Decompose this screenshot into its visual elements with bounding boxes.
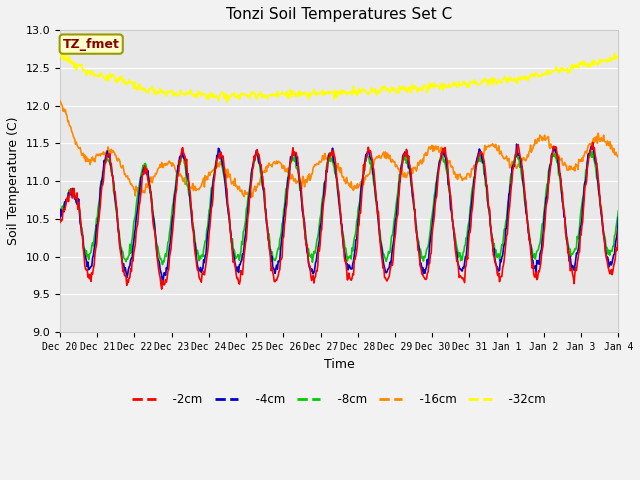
Y-axis label: Soil Temperature (C): Soil Temperature (C): [7, 117, 20, 245]
X-axis label: Time: Time: [324, 358, 355, 371]
Title: Tonzi Soil Temperatures Set C: Tonzi Soil Temperatures Set C: [226, 7, 452, 22]
Text: TZ_fmet: TZ_fmet: [63, 37, 120, 50]
Legend:   -2cm,   -4cm,   -8cm,   -16cm,   -32cm: -2cm, -4cm, -8cm, -16cm, -32cm: [128, 388, 550, 411]
